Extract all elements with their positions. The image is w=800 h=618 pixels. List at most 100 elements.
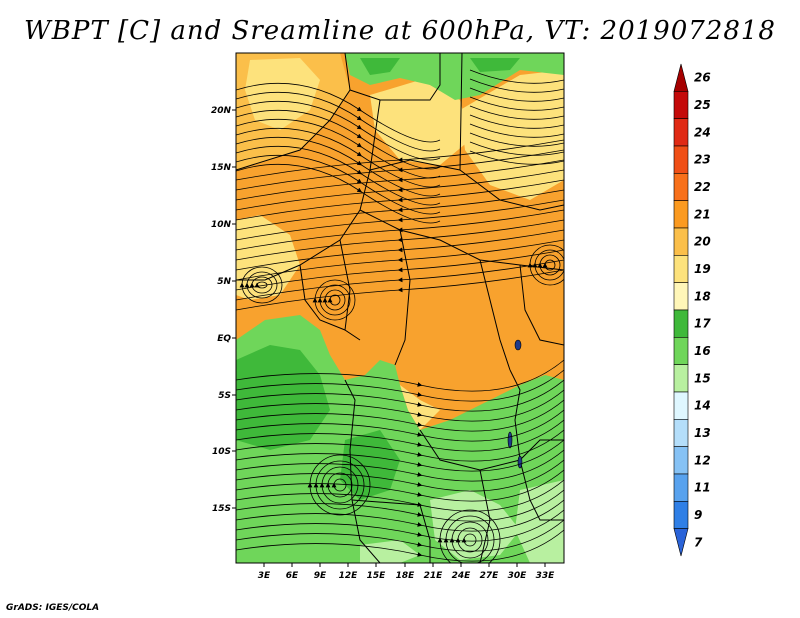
streamline (236, 154, 441, 215)
lat-label: 15N (211, 163, 232, 173)
colorbar-label: 19 (694, 262, 711, 276)
streamline (236, 82, 441, 143)
colorbar-label: 21 (694, 207, 711, 221)
lon-label: 21E (424, 571, 444, 581)
streamline (236, 389, 564, 422)
colorbar-swatch (673, 364, 689, 393)
streamline (443, 515, 495, 563)
colorbar-label: 24 (694, 125, 711, 139)
streamline (527, 244, 564, 286)
streamline (236, 145, 441, 206)
colorbar-label: 25 (694, 98, 711, 112)
streamline (469, 123, 564, 138)
colorbar-label: 16 (694, 344, 711, 358)
colorbar-swatch (673, 309, 689, 338)
lon-label: 12E (339, 571, 359, 581)
colorbar-swatch (673, 337, 689, 365)
lon-label: 15E (367, 571, 387, 581)
streamline (249, 276, 273, 294)
streamline (542, 259, 556, 271)
colorbar-label: 18 (694, 289, 711, 303)
streamline (455, 527, 483, 553)
lon-label: 27E (480, 571, 500, 581)
colorbar-swatch (673, 446, 689, 475)
field-yellow-n (370, 80, 470, 165)
lon-label: 3E (258, 571, 271, 581)
streamline (236, 509, 564, 542)
colorbar-swatch (673, 227, 689, 256)
field-darkgreen-s (340, 430, 400, 500)
streamlines (236, 69, 564, 563)
grads-credit: GrADS: IGES/COLA (6, 603, 100, 613)
lat-label: 15S (212, 504, 231, 514)
country-borders (236, 53, 564, 563)
streamline (236, 149, 564, 191)
streamline (244, 271, 278, 299)
streamline (236, 100, 441, 161)
streamline (469, 132, 564, 147)
streamline (319, 466, 359, 504)
streamline (322, 289, 346, 311)
colorbar-swatch (673, 118, 689, 147)
streamline (236, 269, 564, 311)
lakes (507, 339, 523, 469)
streamline (236, 239, 564, 281)
colorbar-label: 17 (694, 317, 711, 331)
lat-label: 10S (212, 447, 231, 457)
colorbar-swatch (673, 255, 689, 283)
streamline (236, 429, 564, 462)
colorbar-label: 13 (694, 426, 711, 440)
streamline (236, 179, 564, 221)
colorbar-label: 20 (694, 235, 711, 249)
streamline (312, 279, 356, 321)
streamline (236, 189, 564, 231)
colorbar-label: 15 (694, 371, 711, 385)
streamline (236, 118, 441, 179)
streamline (236, 519, 564, 552)
streamline (325, 472, 353, 498)
streamline (449, 521, 489, 559)
colorbar-swatch (673, 391, 689, 420)
map-field (236, 53, 564, 563)
streamline (469, 78, 564, 93)
longitude-labels: 3E 6E 9E 12E 15E 18E 21E 24E 27E 30E 33E (258, 563, 555, 581)
map-frame (235, 52, 565, 564)
streamline (236, 459, 564, 492)
colorbar-label: 11 (694, 481, 711, 495)
lon-label: 18E (396, 571, 416, 581)
streamline (469, 114, 564, 129)
streamline (254, 281, 268, 289)
streamline (469, 150, 564, 165)
streamline (313, 460, 365, 510)
streamline (469, 141, 564, 156)
colorbar-label: 22 (694, 180, 711, 194)
streamline (537, 254, 561, 276)
streamline (317, 284, 351, 316)
figure-title: WBPT [C] and Sreamline at 600hPa, VT: 20… (24, 16, 776, 46)
streamline (461, 533, 477, 547)
streamline (236, 163, 441, 224)
streamline (236, 449, 564, 482)
streamline (236, 439, 564, 472)
lon-label: 24E (452, 571, 472, 581)
field-lightgreen-se2 (515, 480, 564, 563)
streamline (236, 229, 564, 271)
streamline (236, 369, 564, 402)
streamline (236, 209, 564, 251)
lat-label: 10N (211, 220, 232, 230)
streamline (236, 109, 441, 170)
lon-label: 30E (508, 571, 528, 581)
colorbar-swatch (673, 528, 689, 557)
streamline (236, 136, 441, 197)
colorbar-swatch (673, 473, 689, 502)
streamline (532, 249, 564, 281)
streamline (236, 419, 564, 452)
colorbar-swatch (673, 145, 689, 174)
lon-label: 33E (536, 571, 556, 581)
streamline (307, 454, 371, 516)
colorbar-label: 23 (694, 153, 711, 167)
streamline (239, 266, 283, 304)
colorbar-label: 26 (694, 71, 711, 85)
lat-label: EQ (217, 334, 231, 344)
